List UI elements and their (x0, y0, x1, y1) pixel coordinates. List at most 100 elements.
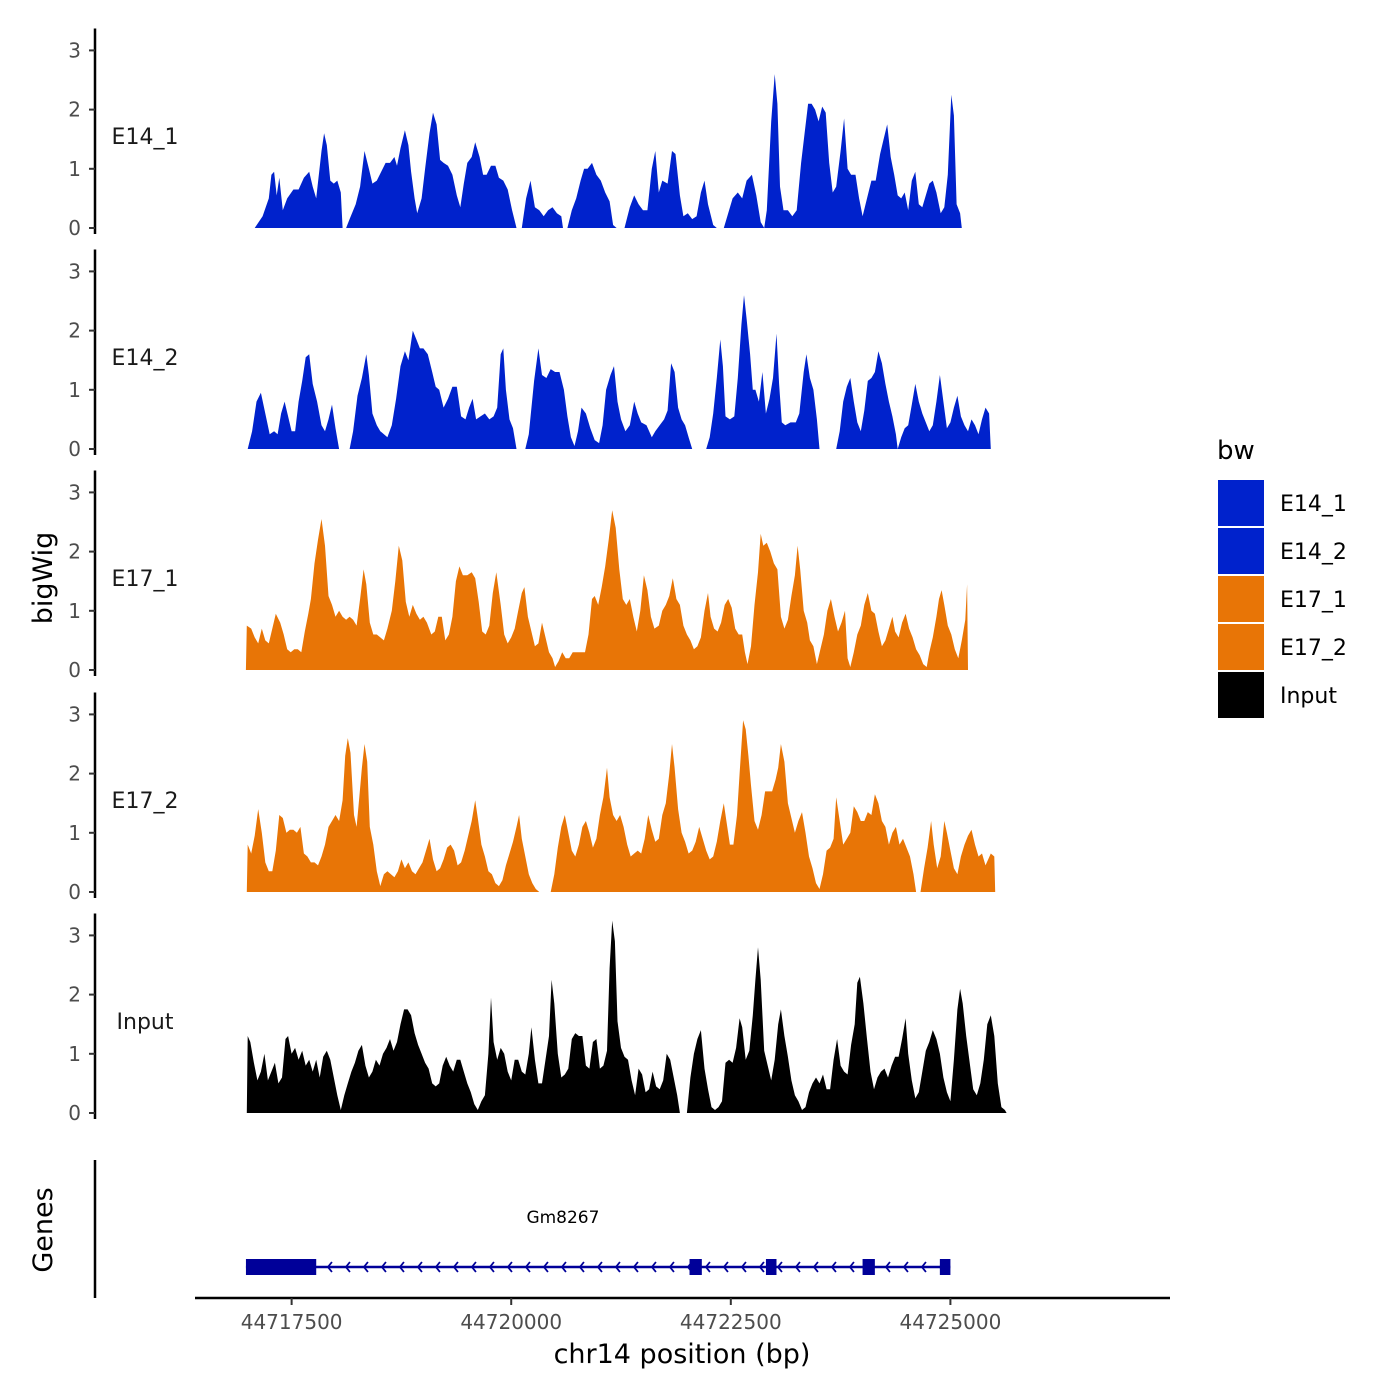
gene-track: Gm8267 (93, 1160, 951, 1298)
strand-arrow (884, 1261, 891, 1273)
legend-swatch (1218, 576, 1264, 622)
strand-arrow (614, 1261, 621, 1273)
gene-exon (245, 1259, 317, 1275)
legend-label: E14_2 (1280, 540, 1347, 565)
strand-arrow (380, 1261, 387, 1273)
y-tick-label: 1 (68, 821, 81, 845)
strand-arrow (830, 1261, 837, 1273)
strand-arrow (920, 1261, 927, 1273)
legend-entry-e14-2: E14_2 (1218, 528, 1347, 574)
gene-gm8267: Gm8267 (245, 1208, 951, 1275)
y-tick-label: 2 (68, 983, 81, 1007)
x-tick-label: 44725000 (900, 1310, 1002, 1334)
strand-arrow (740, 1261, 747, 1273)
strand-arrow (758, 1261, 765, 1273)
strand-arrow (470, 1261, 477, 1273)
tracks-layer: 0 1 2 3 E14_1 0 1 2 3 E14_2 0 1 2 3 E17_1 0 1 2 3 E17_2 0 1 2 3… (68, 28, 1007, 1125)
strand-arrow (632, 1261, 639, 1273)
strand-arrow (596, 1261, 603, 1273)
y-tick-label: 0 (68, 437, 81, 461)
track-e17-2: 0 1 2 3 E17_2 (68, 692, 996, 904)
y-tick-label: 1 (68, 157, 81, 181)
legend-title: bw (1217, 436, 1255, 466)
track-e14-1: 0 1 2 3 E14_1 (68, 28, 962, 240)
legend-entry-input: Input (1218, 672, 1337, 718)
strand-arrow (488, 1261, 495, 1273)
y-tick-label: 2 (68, 762, 81, 786)
x-tick-label: 44720000 (460, 1310, 562, 1334)
strand-arrow (524, 1261, 531, 1273)
legend-entry-e17-1: E17_1 (1218, 576, 1347, 622)
y-tick-label: 2 (68, 98, 81, 122)
gene-name-label: Gm8267 (526, 1208, 599, 1228)
track-label: E17_2 (112, 789, 179, 814)
strand-arrow (416, 1261, 423, 1273)
x-tick-label: 44717500 (241, 1310, 343, 1334)
y-tick-label: 1 (68, 378, 81, 402)
y-tick-label: 3 (68, 923, 81, 947)
strand-arrow (434, 1261, 441, 1273)
strand-arrow (902, 1261, 909, 1273)
track-label: Input (117, 1010, 174, 1035)
x-axis-title: chr14 position (bp) (554, 1339, 811, 1370)
signal-area (246, 720, 996, 892)
strand-arrow (542, 1261, 549, 1273)
signal-area (254, 74, 962, 228)
track-label: E14_1 (112, 125, 179, 150)
legend-label: E17_1 (1280, 588, 1347, 613)
track-e14-2: 0 1 2 3 E14_2 (68, 249, 991, 461)
strand-arrow (326, 1261, 333, 1273)
signal-area (245, 510, 968, 670)
strand-arrow (398, 1261, 405, 1273)
y-tick-label: 1 (68, 1042, 81, 1066)
legend: bw E14_1 E14_2 E17_1 E17_2 Input (1217, 436, 1347, 718)
strand-arrow (812, 1261, 819, 1273)
strand-arrow (722, 1261, 729, 1273)
track-input: 0 1 2 3 Input (68, 913, 1007, 1125)
y-tick-label: 3 (68, 38, 81, 62)
strand-arrow (452, 1261, 459, 1273)
strand-arrow (776, 1261, 783, 1273)
x-tick-label: 44722500 (680, 1310, 782, 1334)
gene-exon (765, 1259, 777, 1275)
signal-area (246, 920, 1007, 1113)
track-e17-1: 0 1 2 3 E17_1 (68, 470, 968, 682)
track-label: E14_2 (112, 346, 179, 371)
legend-label: E14_1 (1280, 492, 1347, 517)
strand-arrow (704, 1261, 711, 1273)
signal-area (247, 295, 991, 449)
gene-exon (862, 1259, 875, 1275)
y-tick-label: 2 (68, 540, 81, 564)
y-tick-label: 0 (68, 1101, 81, 1125)
y-tick-label: 0 (68, 658, 81, 682)
legend-swatch (1218, 528, 1264, 574)
y-tick-label: 3 (68, 259, 81, 283)
legend-swatch (1218, 624, 1264, 670)
y-tick-label: 1 (68, 599, 81, 623)
legend-swatch (1218, 672, 1264, 718)
strand-arrow (560, 1261, 567, 1273)
gene-exon (939, 1259, 951, 1275)
genes-track-title: Genes (28, 1187, 59, 1272)
strand-arrow (506, 1261, 513, 1273)
strand-arrow (794, 1261, 801, 1273)
y-tick-label: 3 (68, 480, 81, 504)
track-label: E17_1 (112, 567, 179, 592)
x-axis: 44717500 44720000 44722500 44725000 (195, 1296, 1170, 1334)
legend-entry-e17-2: E17_2 (1218, 624, 1347, 670)
y-tick-label: 0 (68, 880, 81, 904)
legend-entry-e14-1: E14_1 (1218, 480, 1347, 526)
y-tick-label: 2 (68, 319, 81, 343)
strand-arrow (650, 1261, 657, 1273)
strand-arrow (362, 1261, 369, 1273)
strand-arrow (344, 1261, 351, 1273)
y-tick-label: 0 (68, 216, 81, 240)
gene-exon (689, 1259, 702, 1275)
y-axis-title: bigWig (28, 532, 59, 625)
strand-arrow (668, 1261, 675, 1273)
strand-arrow (848, 1261, 855, 1273)
y-tick-label: 3 (68, 702, 81, 726)
strand-arrow (578, 1261, 585, 1273)
